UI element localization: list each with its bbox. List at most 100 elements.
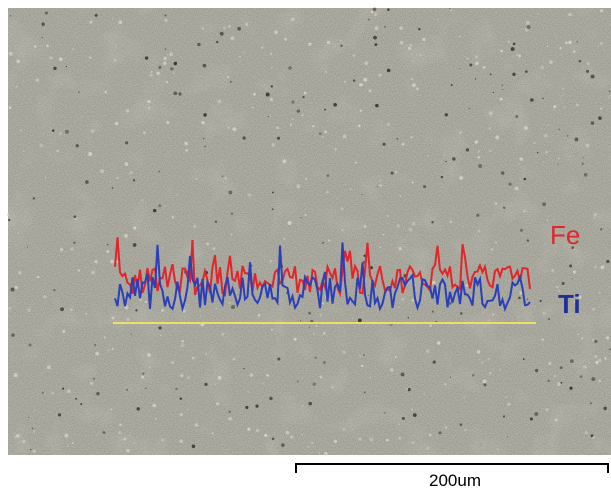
speck bbox=[66, 445, 69, 447]
speck bbox=[500, 49, 503, 53]
speck bbox=[423, 185, 427, 189]
speck bbox=[492, 91, 494, 94]
speck bbox=[431, 310, 435, 313]
speck bbox=[49, 56, 53, 60]
speck bbox=[95, 351, 100, 356]
speck bbox=[560, 381, 563, 384]
speck bbox=[398, 423, 400, 426]
speck bbox=[85, 180, 89, 184]
speck bbox=[228, 416, 232, 421]
speck bbox=[539, 299, 542, 302]
speck bbox=[20, 129, 23, 132]
speck bbox=[173, 91, 178, 96]
speck bbox=[487, 357, 491, 361]
speck bbox=[411, 298, 415, 302]
speck bbox=[547, 123, 550, 126]
speck bbox=[62, 329, 66, 333]
speck bbox=[566, 134, 569, 137]
speck bbox=[149, 73, 153, 77]
speck bbox=[426, 446, 430, 450]
speck bbox=[475, 61, 479, 66]
speck bbox=[390, 171, 394, 175]
speck bbox=[571, 278, 573, 280]
speck bbox=[540, 65, 545, 70]
speck bbox=[352, 317, 354, 319]
speck bbox=[32, 430, 36, 434]
speck bbox=[327, 13, 329, 15]
speck bbox=[256, 429, 260, 433]
speck bbox=[126, 317, 130, 322]
speck bbox=[274, 30, 278, 35]
speck bbox=[106, 250, 110, 253]
speck bbox=[565, 295, 567, 297]
speck bbox=[500, 171, 505, 175]
speck bbox=[327, 120, 329, 122]
speck bbox=[583, 172, 588, 177]
speck bbox=[107, 349, 110, 352]
speck bbox=[144, 300, 148, 304]
speck bbox=[271, 143, 275, 147]
speck bbox=[357, 124, 361, 128]
speck bbox=[187, 376, 190, 380]
speck bbox=[569, 359, 574, 363]
speck bbox=[364, 61, 369, 66]
speck bbox=[532, 299, 534, 301]
speck bbox=[100, 169, 105, 174]
speck bbox=[111, 348, 114, 351]
speck bbox=[518, 296, 521, 300]
speck bbox=[164, 14, 167, 17]
speck bbox=[89, 56, 92, 59]
speck bbox=[117, 431, 122, 435]
speck bbox=[552, 218, 555, 221]
speck bbox=[267, 115, 269, 118]
speck bbox=[543, 75, 546, 77]
speck bbox=[130, 333, 132, 335]
speck bbox=[524, 126, 528, 130]
speck bbox=[548, 361, 552, 366]
speck bbox=[164, 48, 167, 50]
speck bbox=[158, 170, 161, 173]
speck bbox=[243, 51, 245, 53]
speck bbox=[228, 190, 233, 195]
speck bbox=[94, 344, 96, 346]
speck bbox=[438, 431, 442, 435]
speck bbox=[59, 132, 63, 136]
speck bbox=[489, 372, 492, 375]
speck bbox=[542, 161, 544, 163]
speck bbox=[578, 59, 582, 63]
speck bbox=[133, 442, 136, 444]
speck bbox=[476, 213, 480, 217]
speck bbox=[16, 59, 20, 64]
speck bbox=[230, 36, 235, 41]
speck bbox=[342, 134, 347, 139]
speck bbox=[232, 127, 237, 132]
speck bbox=[202, 63, 207, 68]
speck bbox=[28, 343, 32, 347]
speck bbox=[303, 91, 307, 95]
speck bbox=[497, 448, 499, 451]
speck bbox=[216, 402, 220, 406]
speck bbox=[411, 221, 416, 226]
speck bbox=[293, 337, 297, 341]
speck bbox=[369, 437, 374, 442]
speck bbox=[257, 313, 261, 317]
speck bbox=[352, 54, 356, 58]
speck bbox=[124, 234, 128, 238]
speck bbox=[594, 265, 598, 269]
speck bbox=[412, 83, 416, 88]
speck bbox=[573, 301, 576, 304]
speck bbox=[569, 386, 573, 390]
speck bbox=[32, 449, 37, 453]
speck bbox=[326, 174, 330, 177]
speck bbox=[132, 243, 137, 247]
speck bbox=[324, 130, 327, 134]
speck bbox=[572, 443, 574, 445]
speck bbox=[452, 157, 456, 161]
speck bbox=[479, 358, 481, 361]
speck bbox=[180, 343, 185, 348]
speck bbox=[411, 408, 413, 411]
speck bbox=[533, 141, 536, 145]
speck bbox=[400, 372, 405, 377]
speck bbox=[494, 201, 498, 205]
speck bbox=[324, 452, 328, 456]
